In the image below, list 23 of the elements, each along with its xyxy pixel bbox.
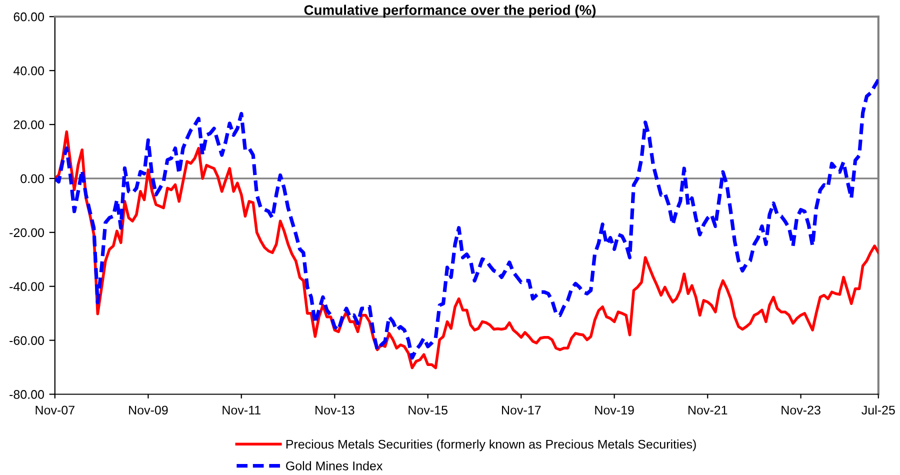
line-series	[54, 78, 878, 360]
x-tick-label: Nov-23	[782, 406, 820, 415]
y-tick-label: 20.00	[14, 120, 44, 130]
x-tick-label: Nov-21	[688, 406, 728, 415]
y-tick-label: -80.00	[10, 390, 44, 399]
x-tick-label: Jul-25	[862, 405, 895, 415]
y-tick-label: -20.00	[10, 228, 44, 238]
x-tick-label: Nov-13	[316, 406, 354, 415]
x-tick-label: Nov-07	[36, 406, 74, 415]
legend-label: Gold Mines Index	[286, 461, 383, 470]
y-tick-label: -40.00	[10, 282, 44, 292]
x-tick-label: Nov-17	[502, 406, 541, 415]
x-tick-label: Nov-11	[222, 406, 260, 415]
y-tick-label: 40.00	[13, 66, 44, 76]
chart-title: Cumulative performance over the period (%)	[304, 4, 596, 18]
y-tick-label: 0.00	[20, 174, 44, 184]
line-series	[54, 130, 878, 370]
x-tick-label: Nov-19	[595, 406, 634, 415]
y-tick-label: 60.00	[14, 12, 44, 22]
x-tick-label: Nov-09	[129, 406, 168, 415]
y-tick-label: -60.00	[10, 336, 44, 345]
legend-label: Precious Metals Securities (formerly known as Precious Metals Securities)	[286, 439, 696, 452]
x-tick-label: Nov-15	[408, 406, 448, 415]
